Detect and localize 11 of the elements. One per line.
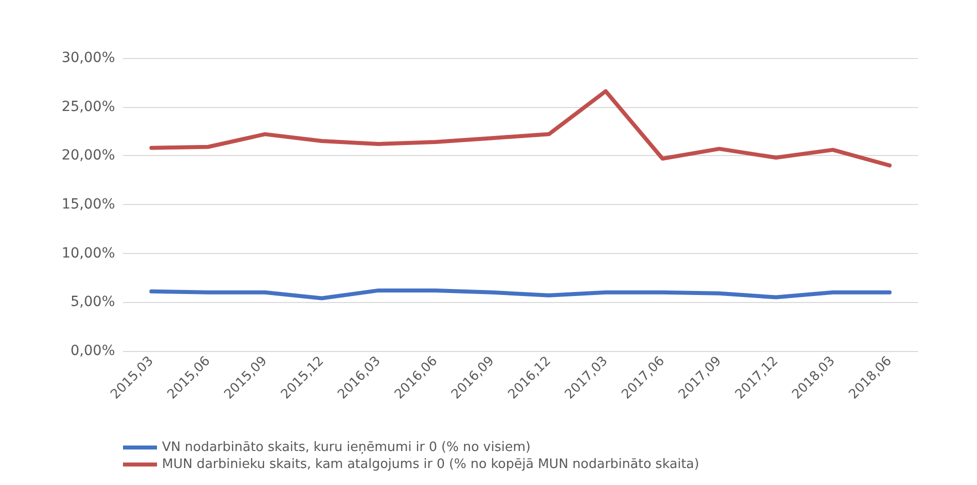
line-series bbox=[149, 89, 892, 168]
y-tick-label: 15,00% bbox=[62, 196, 115, 212]
y-tick-label: 0,00% bbox=[70, 343, 115, 359]
y-tick-label: 5,00% bbox=[70, 294, 115, 310]
legend-label: MUN darbinieku skaits, kam atalgojums ir 0 (% no kopējā MUN nodarbināto skaita) bbox=[162, 457, 700, 472]
y-tick-label: 25,00% bbox=[62, 98, 115, 115]
legend-label: VN nodarbināto skaits, kuru ieņēmumi ir 0 (% no visiem) bbox=[162, 440, 531, 455]
y-tick-label: 10,00% bbox=[62, 245, 115, 262]
y-tick-label: 30,00% bbox=[62, 50, 115, 66]
y-tick-label: 20,00% bbox=[62, 148, 115, 164]
line-series bbox=[149, 288, 892, 300]
